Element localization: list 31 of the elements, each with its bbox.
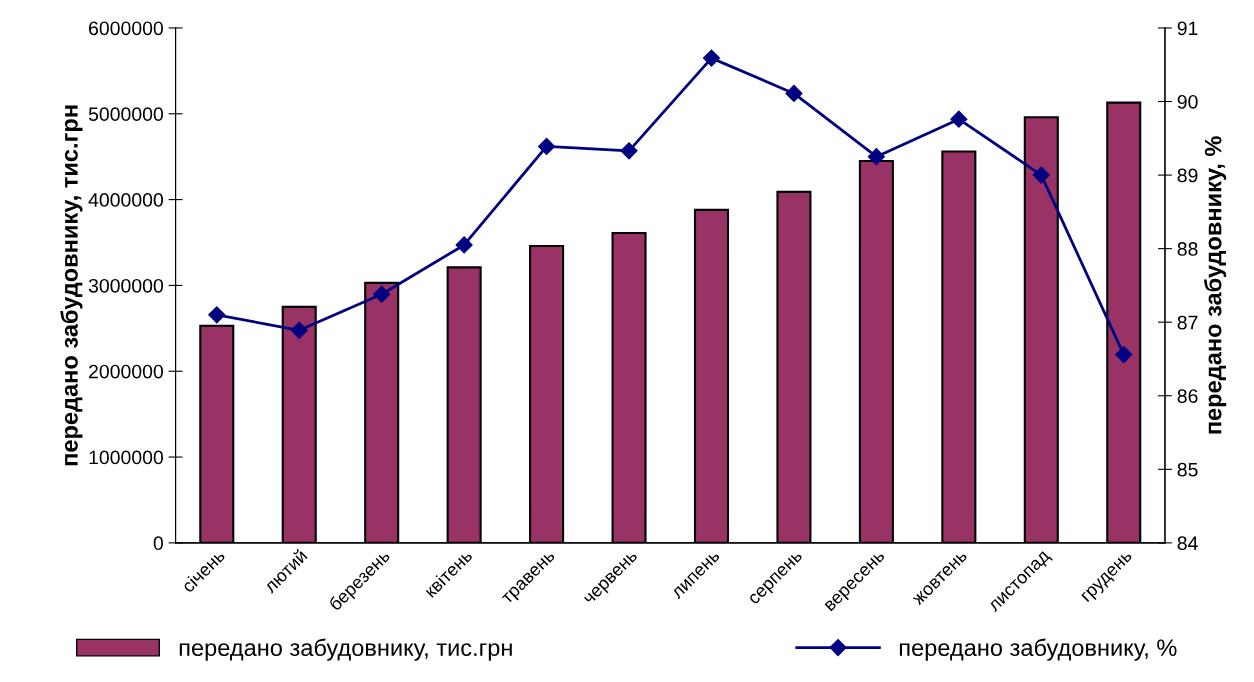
y-tick-label: 5000000 [88, 107, 163, 122]
y2-tick-label: 84 [1177, 536, 1198, 551]
y-tick-label: 6000000 [89, 21, 163, 36]
point [620, 142, 638, 160]
y-tick-label: 0 [153, 536, 163, 551]
y2-tick-label: 90 [1177, 94, 1198, 109]
y2-tick-label: 91 [1177, 21, 1198, 36]
y2-tick-label: 87 [1177, 315, 1198, 330]
y-tick-label: 1000000 [89, 450, 163, 465]
y-axis-title: передано забудовнику, тис.грн [60, 105, 83, 466]
y2-tick-label: 86 [1177, 389, 1198, 403]
point [290, 321, 308, 339]
point [208, 306, 226, 324]
y2-axis-title: передано забудовнику, % [1203, 136, 1227, 434]
legend-label: передано забудовнику, % [899, 638, 1177, 661]
point [538, 137, 556, 155]
y2-tick-label: 89 [1177, 168, 1198, 183]
point [1115, 346, 1133, 364]
point [702, 49, 721, 67]
y2-tick-label: 88 [1177, 242, 1198, 256]
y-tick-label: 3000000 [88, 278, 163, 293]
point [1032, 166, 1050, 184]
legend-label: передано забудовнику, тис.грн [179, 638, 512, 661]
point [867, 148, 885, 166]
point [950, 110, 968, 128]
point [455, 236, 473, 254]
point [373, 285, 391, 303]
y-tick-label: 4000000 [88, 193, 163, 207]
y2-tick-label: 85 [1177, 462, 1198, 477]
y-tick-label: 2000000 [89, 364, 163, 379]
point [785, 84, 803, 102]
